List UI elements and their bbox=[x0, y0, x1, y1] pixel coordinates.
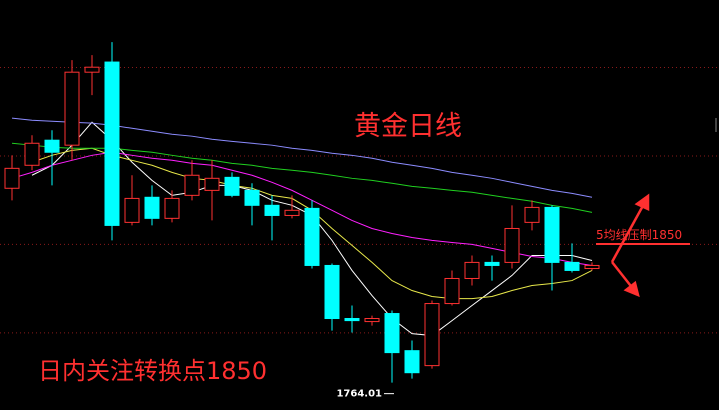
arrow-head bbox=[634, 193, 650, 211]
candle-body bbox=[264, 204, 280, 216]
candle-body bbox=[224, 176, 240, 196]
candle-body bbox=[144, 196, 160, 219]
candle-body bbox=[404, 350, 420, 374]
candle-body bbox=[444, 277, 460, 305]
arrow-up bbox=[610, 201, 647, 263]
candle-body bbox=[184, 174, 200, 196]
candle-body bbox=[584, 264, 600, 270]
candle-body bbox=[124, 197, 140, 223]
candle-body bbox=[424, 303, 440, 367]
chart-title: 黄金日线 bbox=[354, 111, 462, 142]
candle-body bbox=[284, 209, 300, 216]
candle-body bbox=[244, 189, 260, 206]
candle-body bbox=[104, 61, 120, 226]
candle-body bbox=[304, 207, 320, 266]
candle-body bbox=[44, 139, 60, 153]
candle-body bbox=[484, 261, 500, 266]
candle-body bbox=[324, 264, 340, 320]
candle-body bbox=[364, 318, 380, 323]
candle-body bbox=[4, 167, 20, 189]
candle-body bbox=[24, 142, 40, 166]
candle-body bbox=[464, 261, 480, 279]
candle-body bbox=[384, 313, 400, 354]
annotation: 日内关注转换点1850 bbox=[38, 357, 267, 385]
candle-body bbox=[64, 71, 80, 146]
candle-body bbox=[524, 206, 540, 223]
candle-body bbox=[204, 177, 220, 191]
candle-body bbox=[564, 261, 580, 271]
candles bbox=[4, 42, 600, 383]
arrow-head bbox=[623, 280, 640, 298]
arrows bbox=[610, 193, 650, 298]
candle-body bbox=[504, 227, 520, 263]
low-label: 1764.01 bbox=[336, 389, 382, 400]
candle-body bbox=[164, 197, 180, 219]
candle-body bbox=[84, 66, 100, 73]
candle-body bbox=[344, 318, 360, 322]
candle-body bbox=[544, 206, 560, 263]
annotation: 5均线压制1850 bbox=[596, 228, 682, 242]
